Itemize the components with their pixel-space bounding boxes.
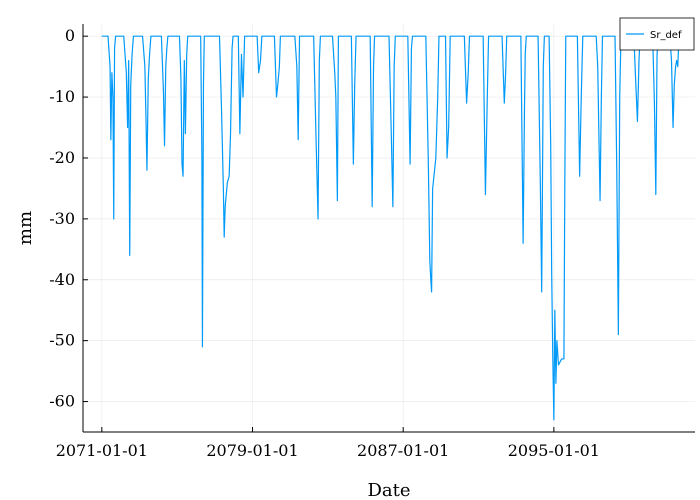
y-tick-label: -50	[49, 331, 75, 350]
x-tick-label: 2087-01-01	[357, 441, 449, 460]
x-tick-label: 2071-01-01	[56, 441, 148, 460]
y-tick-label: -60	[49, 392, 75, 411]
x-tick-label: 2079-01-01	[206, 441, 298, 460]
y-tick-label: -30	[49, 209, 75, 228]
x-axis-title: Date	[367, 480, 410, 500]
x-tick-label: 2095-01-01	[508, 441, 600, 460]
y-axis-title: mm	[15, 211, 36, 245]
series-line-sr-def	[101, 35, 680, 421]
y-tick-label: -40	[49, 270, 75, 289]
y-tick-label: -20	[49, 148, 75, 167]
y-tick-label: -10	[49, 87, 75, 106]
y-tick-label: 0	[65, 26, 75, 45]
legend-label: Sr_def	[650, 30, 682, 41]
